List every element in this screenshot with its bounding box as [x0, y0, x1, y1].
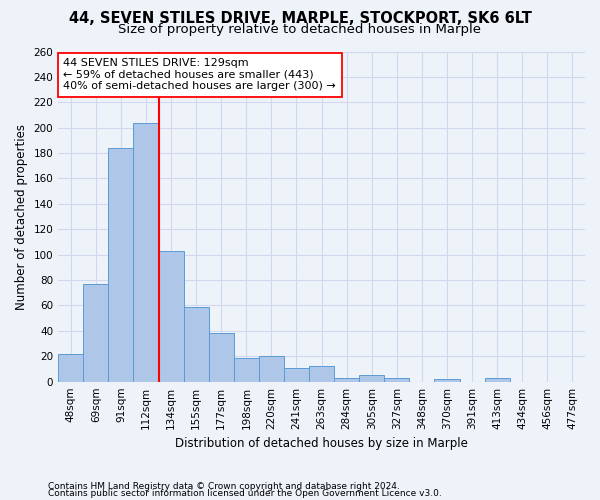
Text: Contains HM Land Registry data © Crown copyright and database right 2024.: Contains HM Land Registry data © Crown c…: [48, 482, 400, 491]
Bar: [359, 376, 385, 382]
Y-axis label: Number of detached properties: Number of detached properties: [15, 124, 28, 310]
Bar: [234, 358, 259, 382]
Bar: [385, 378, 409, 382]
Text: 44, SEVEN STILES DRIVE, MARPLE, STOCKPORT, SK6 6LT: 44, SEVEN STILES DRIVE, MARPLE, STOCKPOR…: [68, 11, 532, 26]
Bar: [83, 284, 109, 382]
Bar: [334, 378, 359, 382]
Text: 44 SEVEN STILES DRIVE: 129sqm
← 59% of detached houses are smaller (443)
40% of : 44 SEVEN STILES DRIVE: 129sqm ← 59% of d…: [64, 58, 336, 92]
Text: Size of property relative to detached houses in Marple: Size of property relative to detached ho…: [119, 22, 482, 36]
Bar: [184, 307, 209, 382]
Bar: [485, 378, 510, 382]
Bar: [58, 354, 83, 382]
Bar: [109, 148, 133, 382]
Bar: [133, 122, 158, 382]
Text: Contains public sector information licensed under the Open Government Licence v3: Contains public sector information licen…: [48, 488, 442, 498]
Bar: [309, 366, 334, 382]
Bar: [259, 356, 284, 382]
Bar: [158, 251, 184, 382]
Bar: [209, 334, 234, 382]
Bar: [284, 368, 309, 382]
X-axis label: Distribution of detached houses by size in Marple: Distribution of detached houses by size …: [175, 437, 468, 450]
Bar: [434, 379, 460, 382]
